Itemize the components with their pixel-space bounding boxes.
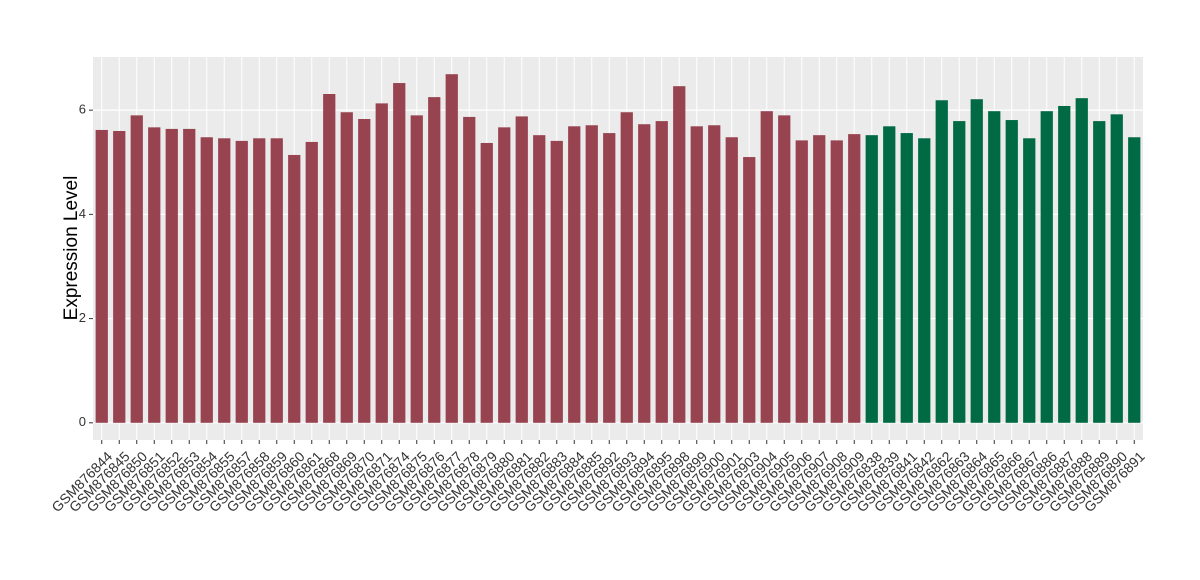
bar [428, 97, 441, 423]
bar [218, 138, 231, 423]
y-tick-label: 6 [79, 102, 86, 117]
bar [568, 126, 581, 423]
bar [253, 138, 266, 423]
bar [375, 103, 388, 423]
bar [603, 133, 616, 423]
bar [1128, 137, 1141, 423]
bar [323, 93, 336, 423]
bar [620, 112, 633, 423]
bar [393, 83, 406, 423]
bar [305, 141, 318, 423]
bar [830, 140, 843, 423]
bar [1110, 114, 1123, 423]
y-tick-label: 4 [79, 206, 86, 221]
bar [183, 128, 196, 423]
bar [200, 137, 213, 423]
bar [1040, 111, 1053, 423]
bar [778, 115, 791, 423]
bar [288, 154, 301, 423]
bar [550, 140, 563, 423]
bar [708, 125, 721, 423]
bar [113, 130, 126, 423]
bar [883, 126, 896, 423]
bar [410, 115, 423, 423]
bar [463, 116, 476, 423]
y-axis-label: Expression Level [61, 176, 82, 321]
bar [130, 115, 143, 423]
bar [690, 126, 703, 423]
bar [445, 74, 458, 423]
bar [655, 121, 668, 423]
bar [638, 124, 651, 423]
bar [865, 135, 878, 423]
bar [235, 140, 248, 423]
bar [165, 128, 178, 423]
bar [515, 116, 528, 423]
bar [935, 100, 948, 423]
bar [988, 111, 1001, 423]
bar [148, 127, 161, 423]
bar [900, 133, 913, 423]
bar [953, 121, 966, 423]
bar [498, 127, 511, 423]
bar [1093, 121, 1106, 423]
bar [270, 138, 283, 423]
bar [480, 142, 493, 423]
bar [358, 119, 371, 423]
bar [970, 99, 983, 423]
bar [760, 111, 773, 423]
bar [1058, 105, 1071, 423]
bar [1005, 120, 1018, 423]
bar [813, 135, 826, 423]
bar [1023, 138, 1036, 423]
bar [848, 134, 861, 423]
bar [585, 125, 598, 423]
y-tick-label: 0 [79, 414, 86, 429]
bar [533, 135, 546, 423]
bar [743, 157, 756, 423]
bar [340, 112, 353, 423]
bar [673, 86, 686, 423]
y-tick-label: 2 [79, 310, 86, 325]
bar [918, 138, 931, 423]
panel [93, 57, 1143, 440]
bar [725, 137, 738, 423]
bar [795, 140, 808, 423]
bar [1075, 98, 1088, 423]
bar [95, 129, 108, 423]
